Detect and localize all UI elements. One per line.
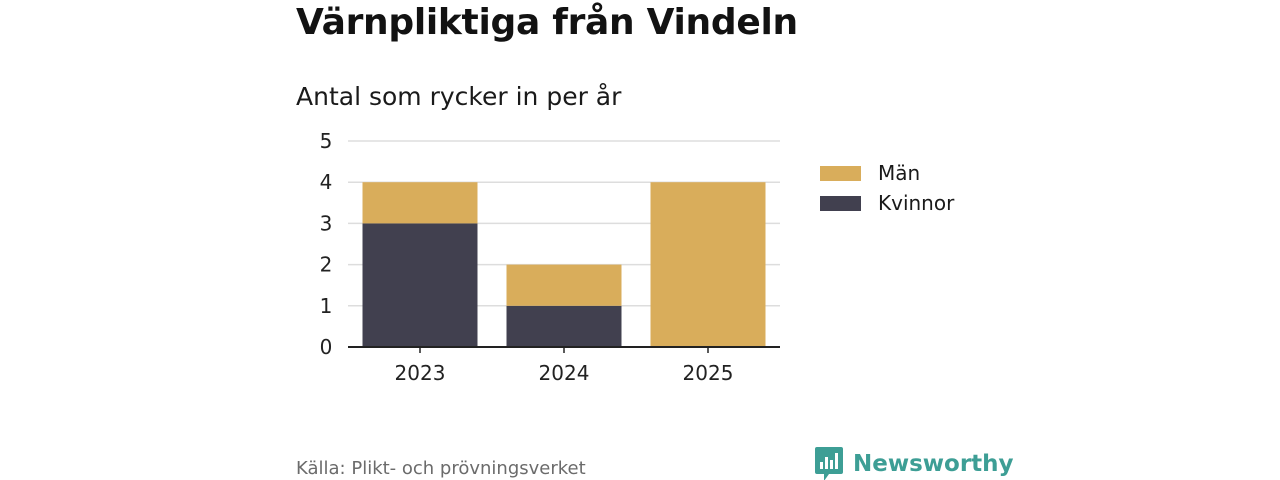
y-tick-label: 5 <box>320 129 333 153</box>
legend-swatch-man <box>820 165 861 181</box>
legend-label-kvinnor: Kvinnor <box>878 191 955 215</box>
x-tick-label: 2024 <box>539 361 590 385</box>
bar-män-2025 <box>650 182 766 347</box>
y-tick-label: 2 <box>320 253 333 277</box>
legend-item-kvinnor: Kvinnor <box>820 188 954 218</box>
y-tick-label: 3 <box>320 211 333 235</box>
x-tick-label: 2023 <box>395 361 446 385</box>
brand-name: Newsworthy <box>853 451 1014 477</box>
chart-title: Värnpliktiga från Vindeln <box>296 2 798 43</box>
y-tick-label: 4 <box>320 170 333 194</box>
legend-item-man: Män <box>820 158 954 188</box>
legend-label-man: Män <box>878 161 921 185</box>
bar-män-2023 <box>362 182 478 224</box>
y-tick-label: 1 <box>320 294 333 318</box>
legend-swatch-kvinnor <box>820 195 861 211</box>
bar-kvinnor-2023 <box>362 223 478 347</box>
y-tick-label: 0 <box>320 335 333 359</box>
bar-män-2024 <box>506 264 622 306</box>
brand-logo: Newsworthy <box>815 447 1014 480</box>
x-tick-label: 2025 <box>683 361 734 385</box>
newsworthy-logo-icon <box>815 447 843 480</box>
chart-legend: Män Kvinnor <box>820 158 954 218</box>
bar-kvinnor-2024 <box>506 305 622 347</box>
chart-subtitle: Antal som rycker in per år <box>296 82 622 111</box>
source-note: Källa: Plikt- och prövningsverket <box>296 458 586 479</box>
